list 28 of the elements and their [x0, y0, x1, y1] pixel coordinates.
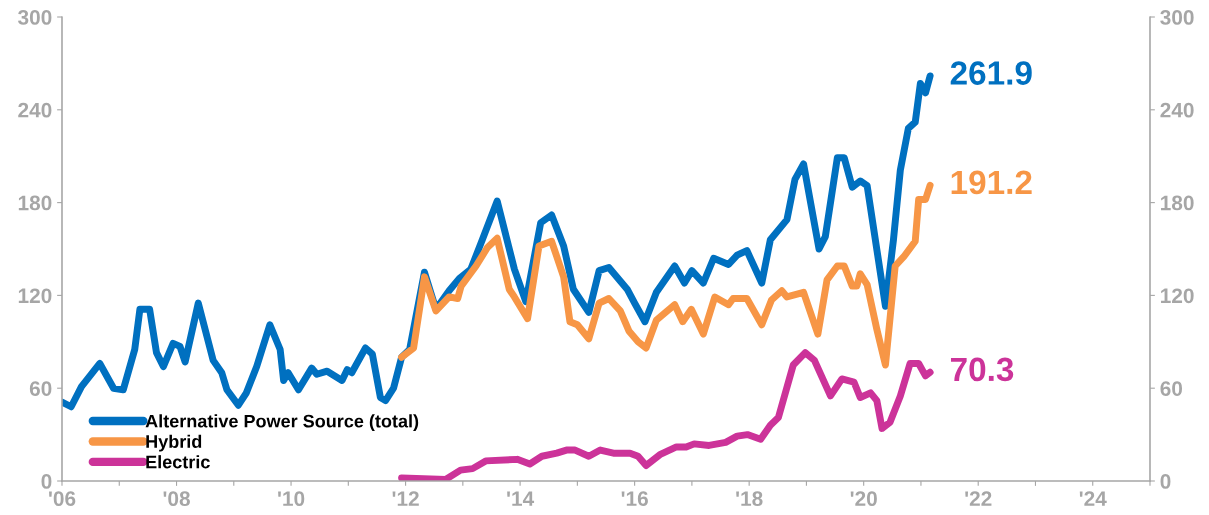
x-tick-label: '14: [507, 491, 535, 506]
x-tick-label: '08: [163, 491, 190, 507]
y-tick-label: 0: [41, 474, 52, 489]
x-tick-label: '06: [49, 491, 76, 507]
y2-tick-label: 60: [1160, 381, 1183, 396]
data-label: 261.9: [950, 61, 1032, 85]
x-tick-label: '24: [1079, 491, 1107, 506]
y-tick-label: 60: [29, 381, 52, 396]
x-tick-label: '12: [392, 491, 419, 506]
x-tick-label: '10: [278, 491, 305, 507]
x-tick-label: '22: [965, 491, 992, 506]
legend-label: Alternative Power Source (total): [145, 414, 419, 432]
data-label: 70.3: [950, 357, 1014, 382]
y2-tick-label: 0: [1160, 474, 1171, 489]
y2-tick-label: 180: [1161, 195, 1194, 211]
x-tick-label: '16: [621, 491, 648, 507]
y2-tick-label: 120: [1161, 288, 1194, 304]
y2-tick-label: 300: [1160, 10, 1194, 25]
y-tick-label: 120: [18, 288, 52, 304]
y-tick-label: 180: [18, 195, 52, 211]
x-tick-label: '20: [850, 491, 877, 507]
x-tick-label: '18: [736, 491, 763, 507]
legend-label: Hybrid: [146, 434, 202, 452]
data-label: 191.2: [951, 170, 1032, 195]
y-tick-label: 300: [18, 10, 52, 25]
legend-label: Electric: [146, 455, 210, 469]
y2-tick-label: 240: [1160, 102, 1194, 118]
y-tick-label: 240: [18, 102, 52, 118]
